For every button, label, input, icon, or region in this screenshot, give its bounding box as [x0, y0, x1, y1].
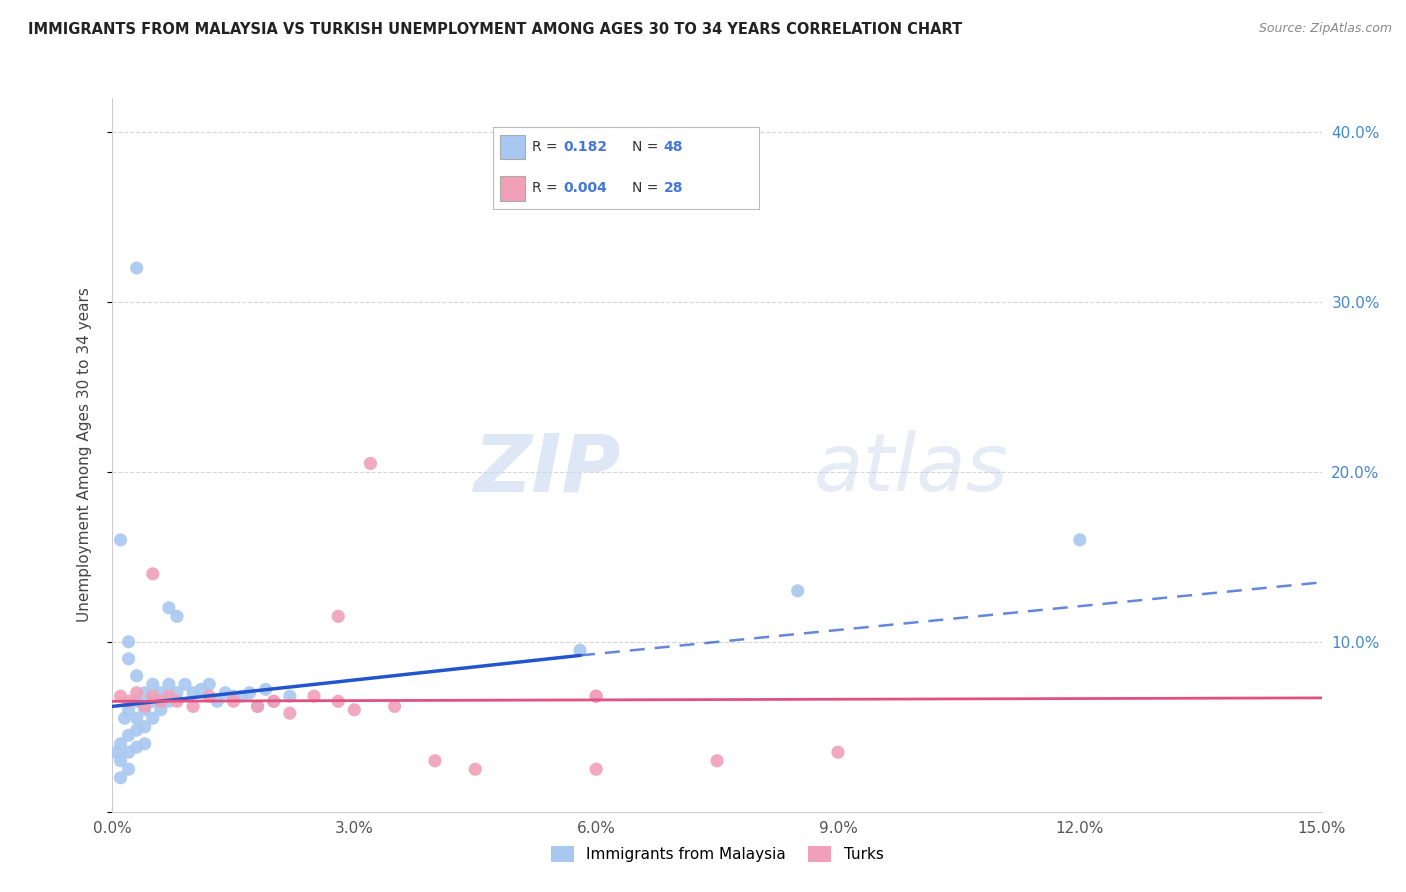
- Point: [174, 677, 197, 691]
- Point: [238, 686, 260, 700]
- Point: [222, 694, 245, 708]
- Point: [134, 703, 156, 717]
- Point: [181, 699, 204, 714]
- Point: [117, 694, 139, 708]
- Point: [117, 703, 139, 717]
- Point: [278, 689, 301, 703]
- Point: [117, 635, 139, 649]
- Point: [117, 745, 139, 759]
- Point: [246, 699, 269, 714]
- Legend: Immigrants from Malaysia, Turks: Immigrants from Malaysia, Turks: [544, 840, 890, 868]
- Point: [117, 728, 139, 742]
- Point: [384, 699, 406, 714]
- Point: [263, 694, 285, 708]
- Point: [328, 609, 350, 624]
- Point: [110, 689, 132, 703]
- Point: [125, 686, 148, 700]
- Point: [214, 686, 236, 700]
- Point: [207, 694, 229, 708]
- Y-axis label: Unemployment Among Ages 30 to 34 years: Unemployment Among Ages 30 to 34 years: [77, 287, 91, 623]
- Point: [110, 771, 132, 785]
- Point: [222, 689, 245, 703]
- Point: [157, 694, 180, 708]
- Point: [110, 754, 132, 768]
- Point: [157, 689, 180, 703]
- Point: [117, 652, 139, 666]
- Text: IMMIGRANTS FROM MALAYSIA VS TURKISH UNEMPLOYMENT AMONG AGES 30 TO 34 YEARS CORRE: IMMIGRANTS FROM MALAYSIA VS TURKISH UNEM…: [28, 22, 962, 37]
- Point: [149, 694, 172, 708]
- Point: [125, 711, 148, 725]
- Point: [134, 686, 156, 700]
- Point: [585, 689, 607, 703]
- Point: [110, 533, 132, 547]
- Point: [110, 737, 132, 751]
- Point: [166, 609, 188, 624]
- Point: [134, 737, 156, 751]
- Point: [149, 686, 172, 700]
- Point: [231, 689, 253, 703]
- Point: [198, 689, 221, 703]
- Point: [198, 677, 221, 691]
- Point: [105, 745, 128, 759]
- Point: [569, 643, 592, 657]
- Point: [117, 762, 139, 776]
- Point: [190, 682, 212, 697]
- Text: Source: ZipAtlas.com: Source: ZipAtlas.com: [1258, 22, 1392, 36]
- Point: [166, 694, 188, 708]
- Point: [423, 754, 446, 768]
- Point: [263, 694, 285, 708]
- Text: atlas: atlas: [814, 430, 1008, 508]
- Point: [157, 677, 180, 691]
- Point: [125, 723, 148, 738]
- Point: [278, 706, 301, 721]
- Point: [181, 686, 204, 700]
- Point: [142, 566, 165, 581]
- Point: [125, 260, 148, 275]
- Point: [302, 689, 325, 703]
- Point: [585, 762, 607, 776]
- Point: [827, 745, 849, 759]
- Point: [142, 694, 165, 708]
- Point: [142, 677, 165, 691]
- Point: [134, 699, 156, 714]
- Point: [166, 686, 188, 700]
- Point: [359, 457, 381, 471]
- Point: [585, 689, 607, 703]
- Point: [1069, 533, 1091, 547]
- Point: [125, 694, 148, 708]
- Point: [343, 703, 366, 717]
- Point: [786, 583, 808, 598]
- Text: ZIP: ZIP: [472, 430, 620, 508]
- Point: [142, 689, 165, 703]
- Point: [464, 762, 486, 776]
- Point: [246, 699, 269, 714]
- Point: [706, 754, 728, 768]
- Point: [125, 669, 148, 683]
- Point: [134, 720, 156, 734]
- Point: [328, 694, 350, 708]
- Point: [142, 711, 165, 725]
- Point: [254, 682, 277, 697]
- Point: [149, 703, 172, 717]
- Point: [125, 740, 148, 755]
- Point: [157, 600, 180, 615]
- Point: [114, 711, 136, 725]
